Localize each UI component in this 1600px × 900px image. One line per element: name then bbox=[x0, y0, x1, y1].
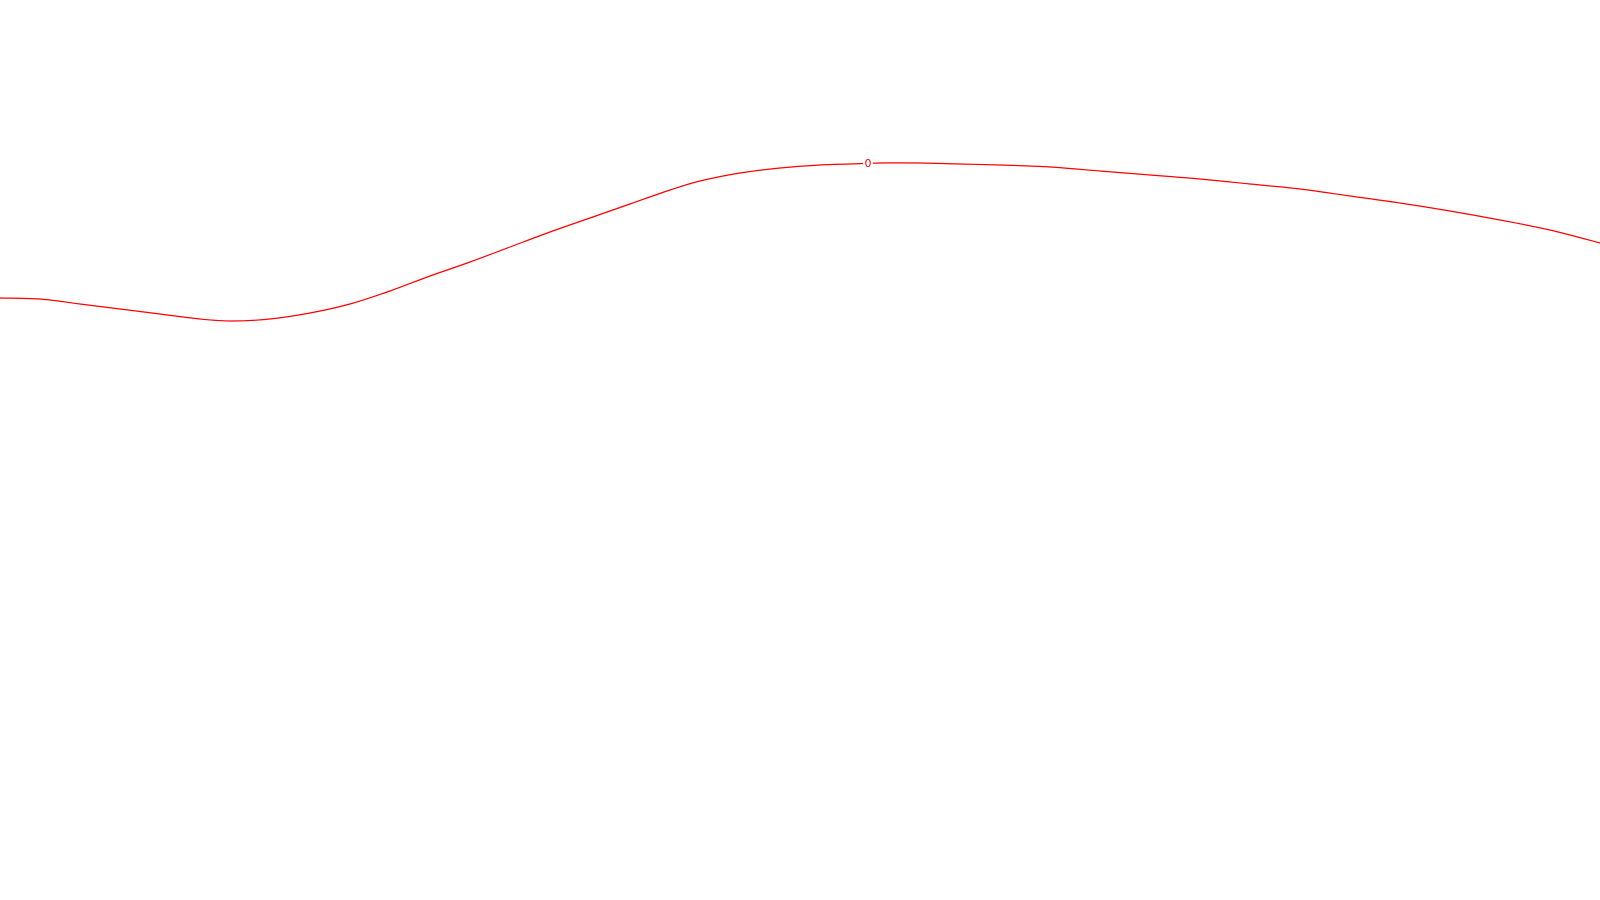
contour-line-0 bbox=[0, 162, 1600, 322]
contour-series-layer: 0 bbox=[0, 156, 1600, 322]
contour-label-0: 0 bbox=[865, 157, 872, 170]
contour-label-background bbox=[863, 156, 873, 168]
